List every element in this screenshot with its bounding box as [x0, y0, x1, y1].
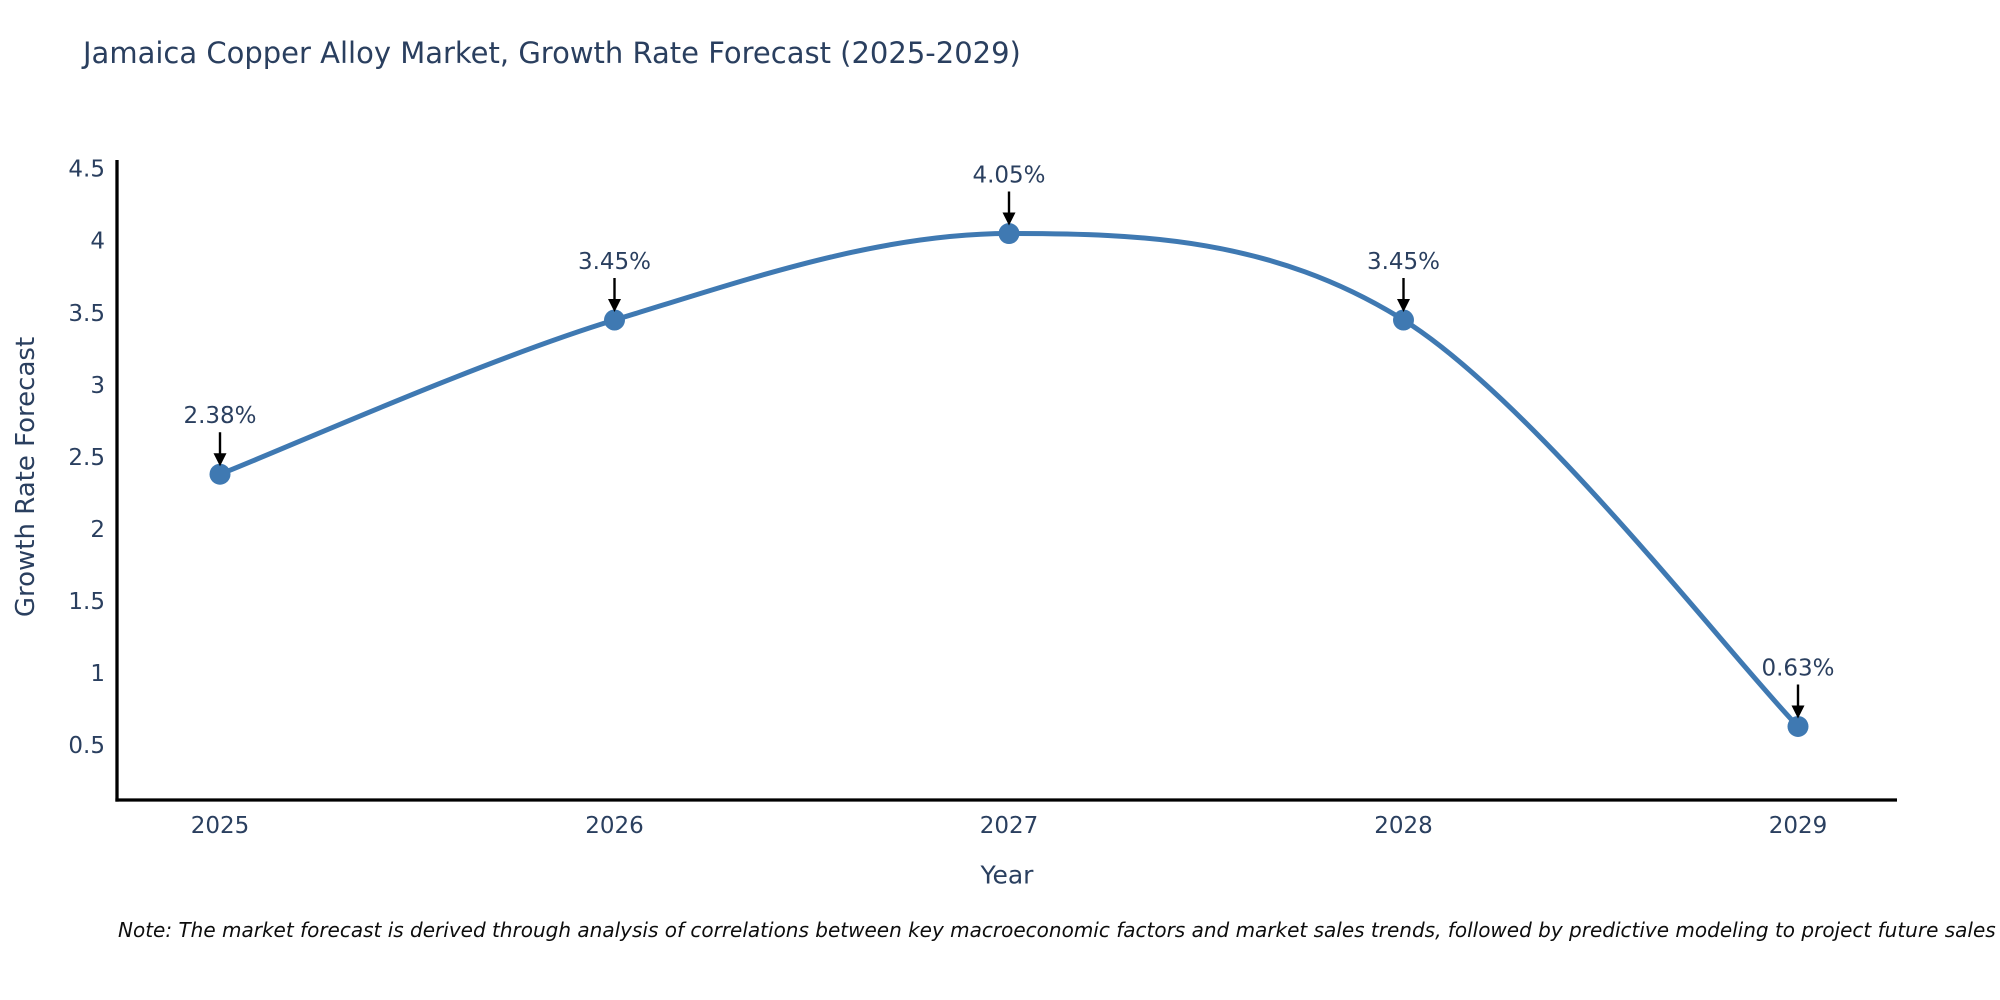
- y-tick-label: 1.5: [68, 589, 105, 615]
- data-point-marker[interactable]: [998, 223, 1020, 245]
- annotation-label: 0.63%: [1761, 655, 1834, 681]
- x-tick-label: 2026: [585, 813, 644, 839]
- annotation-arrowhead: [608, 299, 621, 312]
- x-tick-label: 2027: [980, 813, 1039, 839]
- y-tick-label: 1: [90, 661, 105, 687]
- x-tick-label: 2025: [191, 813, 250, 839]
- chart-title: Jamaica Copper Alloy Market, Growth Rate…: [83, 36, 1021, 70]
- annotation-label: 3.45%: [1367, 249, 1440, 275]
- data-point-marker[interactable]: [209, 463, 231, 485]
- footnote-text: Note: The market forecast is derived thr…: [118, 918, 1996, 942]
- annotation-arrowhead: [1002, 212, 1016, 226]
- annotation-arrowhead: [1397, 299, 1410, 312]
- x-axis-title: Year: [980, 860, 1034, 890]
- data-point-marker[interactable]: [1787, 715, 1809, 737]
- y-tick-label: 3: [90, 373, 105, 399]
- y-tick-label: 2: [90, 517, 105, 543]
- annotation-label: 3.45%: [578, 249, 651, 275]
- y-tick-label: 4.5: [68, 157, 105, 183]
- forecast-line: [217, 231, 1801, 729]
- y-tick-label: 2.5: [68, 445, 105, 471]
- annotation-label: 4.05%: [972, 163, 1045, 189]
- data-point-marker[interactable]: [604, 309, 625, 331]
- y-tick-label: 3.5: [68, 301, 105, 327]
- x-tick-label: 2029: [1769, 813, 1828, 839]
- annotation-label: 2.38%: [183, 403, 256, 429]
- y-tick-label: 0.5: [68, 733, 105, 759]
- data-point-marker[interactable]: [1393, 309, 1414, 331]
- y-axis-title: Growth Rate Forecast: [11, 336, 41, 618]
- annotation-arrowhead: [1791, 705, 1805, 719]
- annotation-arrowhead: [213, 453, 227, 467]
- y-tick-label: 4: [90, 229, 105, 255]
- x-tick-label: 2028: [1374, 813, 1433, 839]
